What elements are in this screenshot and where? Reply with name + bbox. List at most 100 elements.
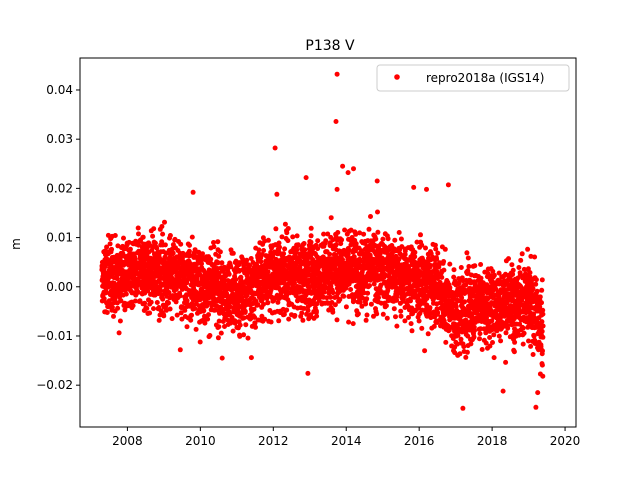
data-point bbox=[189, 312, 194, 318]
data-point bbox=[398, 313, 404, 319]
data-point bbox=[335, 230, 341, 235]
data-point bbox=[472, 263, 478, 269]
data-point bbox=[337, 297, 343, 302]
data-point bbox=[215, 335, 221, 341]
data-point bbox=[216, 324, 222, 330]
data-point bbox=[160, 296, 166, 302]
data-point bbox=[121, 235, 126, 241]
data-point bbox=[456, 280, 462, 286]
data-point bbox=[312, 284, 318, 290]
data-point bbox=[156, 317, 162, 323]
data-point bbox=[162, 242, 168, 248]
data-point bbox=[197, 339, 203, 345]
data-point bbox=[301, 282, 307, 288]
data-point bbox=[418, 232, 423, 238]
data-point bbox=[491, 272, 497, 278]
data-point bbox=[341, 293, 347, 299]
data-point bbox=[255, 302, 261, 308]
data-point bbox=[241, 315, 247, 321]
data-point bbox=[530, 352, 536, 357]
data-point bbox=[355, 311, 361, 317]
data-point bbox=[451, 274, 457, 280]
data-point bbox=[447, 285, 453, 291]
data-point bbox=[396, 230, 402, 235]
data-point bbox=[187, 242, 192, 248]
legend-box bbox=[376, 64, 570, 92]
data-point bbox=[483, 330, 489, 336]
data-point bbox=[519, 251, 525, 257]
data-point bbox=[364, 296, 370, 302]
data-point bbox=[104, 244, 110, 250]
data-point bbox=[472, 328, 477, 333]
data-point bbox=[447, 261, 453, 267]
data-point bbox=[301, 306, 307, 311]
data-point bbox=[376, 295, 381, 301]
data-point bbox=[334, 317, 340, 323]
data-point bbox=[313, 310, 319, 315]
y-tick-label: 0.03 bbox=[46, 132, 73, 146]
data-point bbox=[159, 224, 165, 229]
y-tick-label: 0.01 bbox=[46, 231, 73, 245]
data-point bbox=[516, 332, 522, 338]
data-point bbox=[532, 254, 538, 260]
data-point bbox=[114, 276, 120, 282]
data-point bbox=[423, 245, 428, 251]
data-point bbox=[281, 311, 287, 317]
data-point bbox=[435, 310, 441, 316]
data-point bbox=[292, 280, 297, 286]
data-point bbox=[368, 277, 373, 283]
data-point bbox=[286, 316, 292, 322]
data-point-outlier bbox=[535, 390, 541, 396]
data-point bbox=[367, 283, 372, 289]
data-point bbox=[539, 277, 545, 283]
data-point bbox=[539, 319, 545, 325]
data-point-outlier bbox=[177, 347, 183, 353]
data-point bbox=[521, 330, 527, 336]
data-point bbox=[182, 307, 188, 313]
data-point bbox=[540, 373, 546, 379]
data-point bbox=[348, 287, 354, 292]
data-point bbox=[277, 244, 282, 250]
data-point bbox=[116, 330, 122, 336]
data-point bbox=[294, 247, 300, 253]
data-point bbox=[219, 260, 225, 266]
data-point bbox=[477, 331, 483, 337]
data-point bbox=[416, 318, 422, 324]
data-point bbox=[166, 290, 172, 295]
data-point bbox=[383, 303, 389, 309]
data-point bbox=[151, 226, 157, 232]
data-point-outlier bbox=[460, 405, 466, 411]
data-point bbox=[360, 295, 366, 301]
data-point bbox=[373, 236, 379, 242]
data-point bbox=[315, 246, 321, 252]
data-point bbox=[443, 339, 449, 345]
data-point bbox=[109, 304, 115, 310]
data-point bbox=[184, 324, 190, 330]
x-axis: 2008 2010 2012 2014 2016 2018 2020 bbox=[112, 427, 580, 448]
data-point bbox=[154, 245, 160, 251]
y-axis-label: m bbox=[9, 238, 23, 250]
data-point bbox=[478, 262, 484, 267]
data-point bbox=[393, 314, 398, 320]
data-point bbox=[193, 326, 199, 332]
data-point bbox=[348, 227, 354, 233]
y-tick-label: −0.02 bbox=[36, 378, 73, 392]
data-point bbox=[162, 219, 167, 225]
data-point bbox=[330, 309, 336, 315]
data-point bbox=[305, 308, 311, 313]
data-point bbox=[531, 333, 537, 339]
data-point bbox=[186, 248, 192, 254]
data-point bbox=[517, 321, 523, 327]
data-point bbox=[199, 261, 204, 267]
data-point bbox=[252, 314, 258, 320]
legend-marker bbox=[394, 74, 400, 80]
data-point bbox=[308, 239, 314, 245]
data-point bbox=[503, 359, 509, 365]
data-point bbox=[385, 236, 391, 242]
data-point bbox=[218, 330, 224, 336]
data-point bbox=[394, 323, 400, 329]
data-point bbox=[145, 288, 151, 294]
data-point bbox=[340, 257, 345, 263]
data-point bbox=[117, 318, 123, 324]
data-point bbox=[462, 299, 467, 305]
